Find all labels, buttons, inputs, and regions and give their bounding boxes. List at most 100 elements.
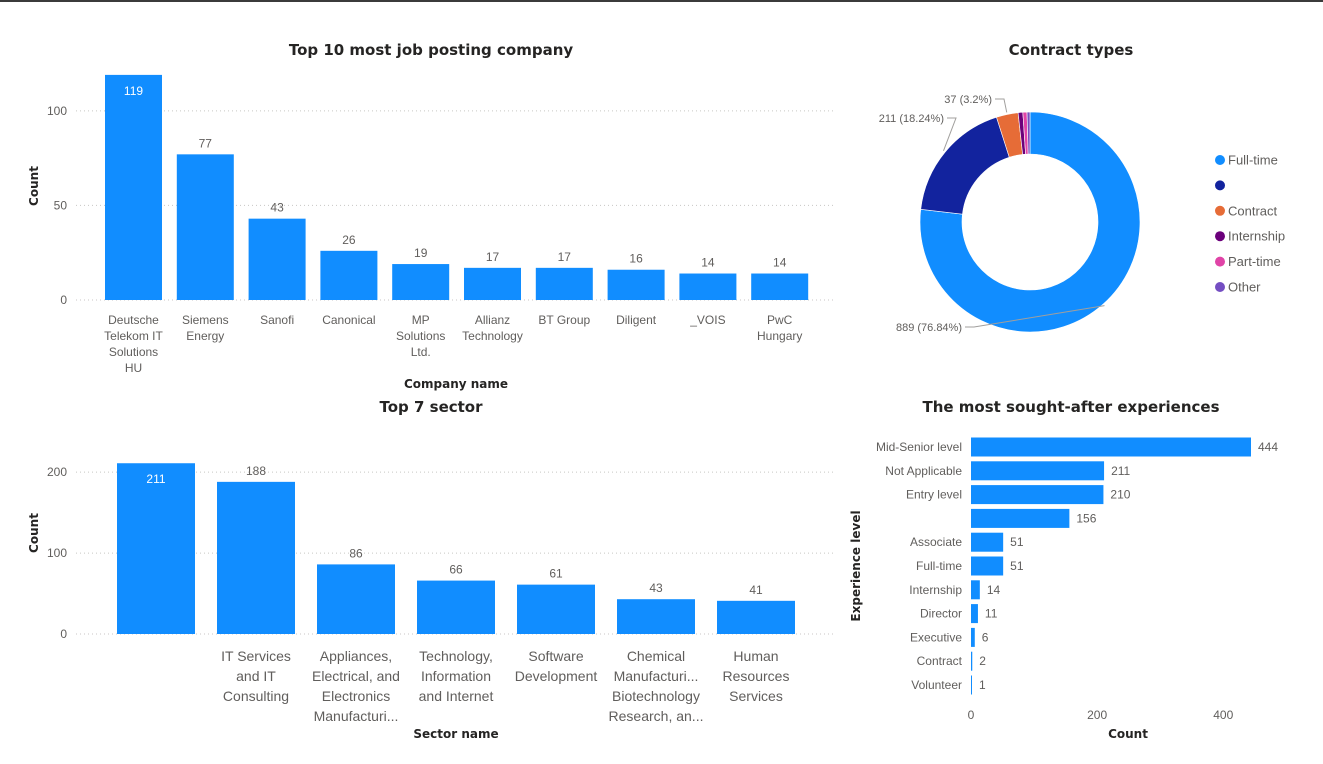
data-label: 26 [342,233,356,247]
y-tick-label: 100 [47,546,67,560]
slice-label: 211 (18.24%) [879,113,944,125]
y-tick-label: 200 [47,465,67,479]
category-label: Electrical, and [312,668,400,684]
legend-label: Other [1228,280,1261,295]
category-label: IT Services [221,648,291,664]
data-label: 2 [979,654,986,668]
legend-label: Full-time [1228,153,1278,168]
data-label: 188 [246,464,266,478]
category-label: Technology [462,329,523,343]
bar[interactable] [248,218,306,300]
data-label: 61 [549,567,563,581]
bar[interactable] [320,250,378,300]
bar[interactable] [679,273,737,300]
category-label: Entry level [906,488,962,502]
category-label: Resources [723,668,790,684]
category-label: Allianz [475,313,510,327]
data-label: 211 [146,472,165,486]
leader-line [965,305,1105,328]
category-label: Hungary [757,329,802,343]
bar[interactable] [971,437,1251,457]
legend-marker [1215,205,1225,216]
x-axis-title: Count [1108,727,1148,741]
pie-slice[interactable] [919,111,1141,333]
data-label: 211 [1111,464,1130,478]
y-tick-label: 0 [60,293,67,307]
category-label: Electronics [322,688,390,704]
category-label: Consulting [223,688,289,704]
bar[interactable] [971,461,1105,481]
data-label: 11 [985,607,998,621]
category-label: Canonical [322,313,375,327]
y-axis-title: Count [27,166,41,206]
category-label: Appliances, [320,648,392,664]
bar[interactable] [417,580,495,634]
bar[interactable] [971,651,973,671]
category-label: Telekom IT [104,329,163,343]
pie-slice[interactable] [1026,111,1031,155]
data-label: 51 [1010,535,1024,549]
data-label: 1 [979,678,986,692]
bar[interactable] [971,675,972,695]
category-label: PwC [767,313,793,327]
bar[interactable] [317,564,395,634]
y-tick-label: 0 [60,627,67,641]
data-label: 119 [124,84,143,98]
bar[interactable] [517,584,595,634]
bar[interactable] [971,485,1104,505]
x-tick-label: 200 [1087,708,1107,722]
category-label: Contract [917,654,963,668]
bar[interactable] [464,267,521,300]
data-label: 14 [987,583,1001,597]
category-label: _VOIS [689,313,725,327]
bar[interactable] [176,154,234,300]
category-label: Services [729,688,783,704]
legend-marker [1215,256,1225,267]
bar[interactable] [392,264,450,300]
bar[interactable] [971,580,980,600]
y-axis-title: Count [27,513,41,553]
bar[interactable] [105,74,162,301]
legend-label: Contract [1228,203,1278,218]
category-label: Not Applicable [885,464,962,478]
category-label: Research, an... [609,708,704,724]
bar[interactable] [971,556,1004,576]
bar[interactable] [971,604,978,624]
legend-marker [1215,231,1225,242]
top-border [0,0,1323,2]
category-label: Software [528,648,583,664]
bar[interactable] [971,508,1070,528]
category-label: Ltd. [411,345,431,359]
data-label: 210 [1110,488,1130,502]
data-label: 19 [414,246,428,260]
bar[interactable] [117,463,195,634]
bar[interactable] [607,269,665,300]
bar[interactable] [617,599,695,634]
data-label: 17 [486,250,500,264]
data-label: 86 [349,546,363,560]
legend-marker [1215,282,1225,292]
chart-title: Top 10 most job posting company [289,41,574,59]
category-label: BT Group [538,313,590,327]
data-label: 77 [199,136,213,150]
bar[interactable] [217,481,295,634]
bar[interactable] [751,273,809,300]
category-label: Sanofi [260,313,294,327]
y-axis-title: Experience level [849,510,863,621]
y-tick-label: 100 [47,104,67,118]
category-label: and IT [236,668,276,684]
category-label: Siemens [182,313,229,327]
bar[interactable] [971,532,1004,552]
slice-label: 37 (3.2%) [944,94,992,106]
category-label: Manufacturi... [314,708,399,724]
bar[interactable] [717,600,795,634]
slice-label: 889 (76.84%) [896,322,962,334]
bar[interactable] [971,627,975,647]
leader-line [995,98,1008,113]
bar[interactable] [535,267,593,300]
legend-label: Internship [1228,229,1285,244]
category-label: Solutions [396,329,445,343]
data-label: 51 [1010,559,1024,573]
